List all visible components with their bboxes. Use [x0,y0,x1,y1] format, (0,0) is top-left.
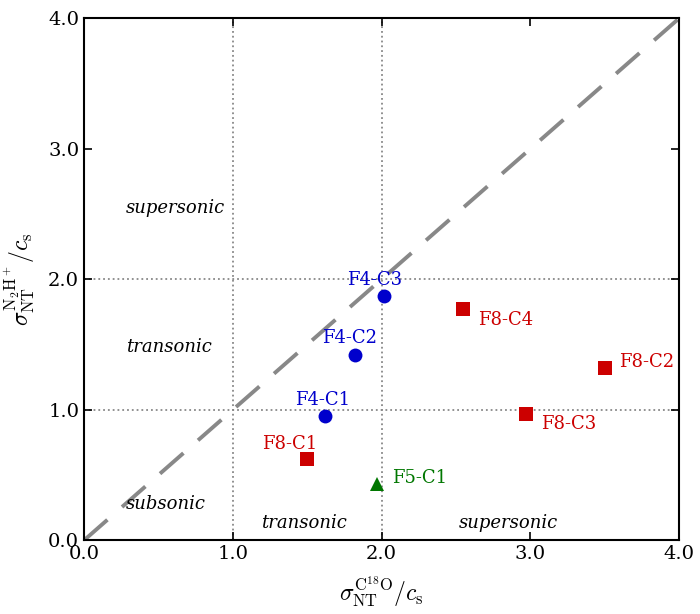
Text: F4-C1: F4-C1 [295,391,351,408]
X-axis label: $\sigma_{\mathrm{NT}}^{\mathrm{C^{18}O}} / c_{\mathrm{s}}$: $\sigma_{\mathrm{NT}}^{\mathrm{C^{18}O}}… [340,574,424,608]
Text: subsonic: subsonic [126,495,206,513]
Text: F8-C1: F8-C1 [262,435,318,453]
Text: supersonic: supersonic [458,515,558,532]
Text: supersonic: supersonic [126,198,225,217]
Y-axis label: $\sigma_{\mathrm{NT}}^{\mathrm{N_2H^+}} / c_{\mathrm{s}}$: $\sigma_{\mathrm{NT}}^{\mathrm{N_2H^+}} … [1,233,37,326]
Text: transonic: transonic [261,515,347,532]
Text: F4-C2: F4-C2 [322,329,377,348]
Text: F8-C4: F8-C4 [478,311,533,329]
Text: F8-C2: F8-C2 [620,352,675,371]
Text: transonic: transonic [126,338,211,356]
Text: F4-C3: F4-C3 [347,271,402,289]
Text: F5-C1: F5-C1 [392,469,447,487]
Text: F8-C3: F8-C3 [540,415,596,433]
